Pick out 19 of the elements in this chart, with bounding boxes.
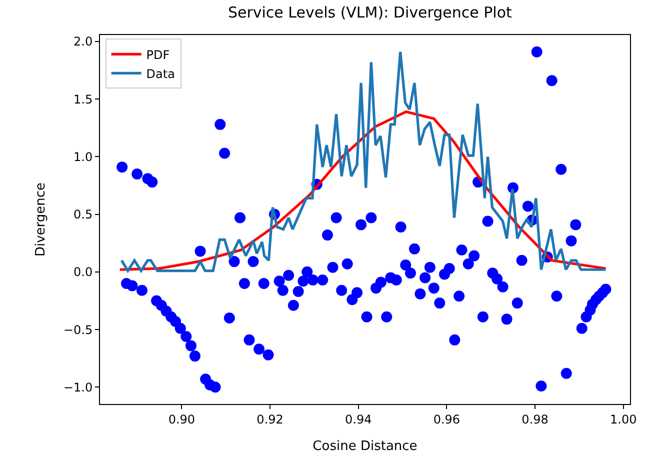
y-tick-label: 2.0 xyxy=(74,34,93,49)
x-tick-label: 0.96 xyxy=(433,412,460,426)
legend-label: Data xyxy=(146,66,175,81)
x-tick-label: 0.98 xyxy=(522,412,548,426)
legend-label: PDF xyxy=(146,48,170,62)
y-tick-label: 0.5 xyxy=(74,208,93,222)
x-tick-label: 1.00 xyxy=(610,412,637,426)
x-tick-label: 0.90 xyxy=(168,412,196,426)
y-tick-label: 1.0 xyxy=(74,150,93,164)
chart-title: Service Levels (VLM): Divergence Plot xyxy=(228,3,512,22)
x-tick-label: 0.92 xyxy=(256,412,284,426)
y-axis-title: Divergence xyxy=(33,182,48,257)
y-tick-label: 0.0 xyxy=(74,265,93,280)
x-tick-label: 0.94 xyxy=(345,412,372,426)
y-tick-label: 1.5 xyxy=(74,92,93,106)
y-tick-label: −1.0 xyxy=(63,380,93,394)
y-tick-label: −0.5 xyxy=(63,322,93,337)
x-axis-title: Cosine Distance xyxy=(312,439,418,454)
line-series xyxy=(120,50,608,272)
